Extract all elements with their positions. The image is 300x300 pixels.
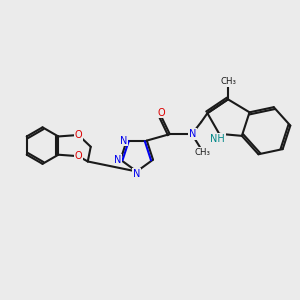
- Text: CH₃: CH₃: [220, 77, 236, 86]
- Text: N: N: [133, 169, 140, 179]
- Text: NH: NH: [210, 134, 225, 144]
- Text: CH₃: CH₃: [194, 148, 210, 157]
- Text: N: N: [114, 155, 121, 165]
- Text: O: O: [74, 130, 82, 140]
- Text: O: O: [74, 151, 82, 161]
- Text: N: N: [189, 129, 196, 139]
- Text: O: O: [158, 108, 165, 118]
- Text: N: N: [120, 136, 127, 146]
